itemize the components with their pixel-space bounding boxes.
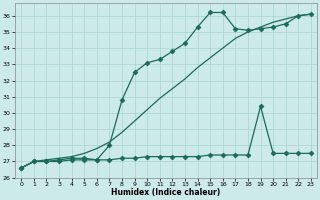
X-axis label: Humidex (Indice chaleur): Humidex (Indice chaleur) — [111, 188, 221, 197]
